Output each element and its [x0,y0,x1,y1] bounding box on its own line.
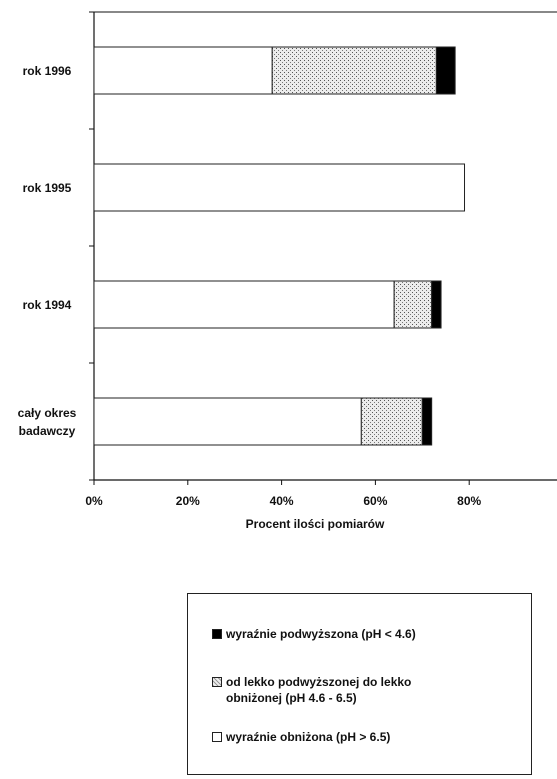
bar-segment [93,46,273,95]
legend-item: wyraźnie obniżona (pH > 6.5) [212,729,516,745]
legend-label: od lekko podwyższonej do lekko obniżonej… [226,675,412,705]
filled-square-icon [212,629,222,639]
bar-segment [393,280,433,329]
legend-label: wyraźnie podwyższona (pH < 4.6) [226,627,416,641]
legend: wyraźnie podwyższona (pH < 4.6) od lekko… [187,593,532,775]
x-tick-label: 0% [85,494,103,508]
legend-item: wyraźnie podwyższona (pH < 4.6) [212,626,516,642]
category-label: rok 1996 [22,63,72,78]
bar-segment [421,397,433,446]
bar-segment [435,46,456,95]
bar-segment [93,280,395,329]
category-label: cały okres badawczy [17,405,77,438]
bar-segment [431,280,442,329]
empty-square-icon [212,732,222,742]
dotted-square-icon [212,677,222,687]
chart-plot [89,11,557,485]
legend-label: wyraźnie obniżona (pH > 6.5) [226,730,391,744]
x-tick-label: 40% [269,494,294,508]
bar-segment [271,46,437,95]
bar-segment [360,397,423,446]
bar-segment [93,397,362,446]
legend-item: od lekko podwyższonej do lekko obniżonej… [212,674,466,706]
x-tick-label: 80% [457,494,482,508]
category-label: rok 1994 [22,297,72,312]
x-tick-label: 20% [175,494,200,508]
x-tick-label: 60% [363,494,388,508]
category-label: rok 1995 [22,180,72,195]
bar-segment [93,163,466,212]
x-axis-label: Procent ilości pomiarów [245,517,385,531]
